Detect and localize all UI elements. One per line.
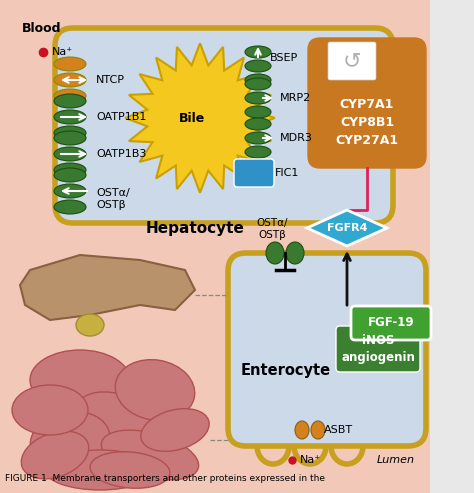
Text: MRP2: MRP2 (280, 93, 311, 103)
Ellipse shape (141, 409, 209, 451)
Text: FIGURE 1  Membrane transporters and other proteins expressed in the: FIGURE 1 Membrane transporters and other… (5, 474, 325, 483)
Text: Lumen: Lumen (377, 455, 415, 465)
Ellipse shape (54, 126, 86, 140)
Ellipse shape (54, 73, 86, 87)
FancyBboxPatch shape (336, 326, 420, 372)
Ellipse shape (54, 57, 86, 71)
Bar (430, 0, 474, 493)
Text: FGFR4: FGFR4 (327, 223, 367, 233)
Ellipse shape (245, 106, 271, 118)
Text: OATP1B1: OATP1B1 (96, 112, 146, 122)
Ellipse shape (54, 89, 86, 103)
Ellipse shape (245, 118, 271, 130)
Text: FGF-19: FGF-19 (368, 317, 414, 329)
Ellipse shape (286, 242, 304, 264)
Polygon shape (20, 255, 195, 320)
Text: BSEP: BSEP (270, 53, 298, 63)
Text: MDR3: MDR3 (280, 133, 313, 143)
Polygon shape (307, 210, 387, 246)
FancyBboxPatch shape (328, 42, 376, 80)
Ellipse shape (30, 350, 130, 410)
FancyBboxPatch shape (351, 306, 431, 340)
Ellipse shape (245, 60, 271, 72)
Ellipse shape (21, 431, 89, 479)
Ellipse shape (12, 385, 88, 435)
FancyBboxPatch shape (228, 253, 426, 446)
Ellipse shape (245, 78, 271, 90)
Text: ASBT: ASBT (324, 425, 353, 435)
Ellipse shape (54, 94, 86, 108)
Text: Na⁺: Na⁺ (52, 47, 73, 57)
Text: CYP7A1
CYP8B1
CYP27A1: CYP7A1 CYP8B1 CYP27A1 (336, 98, 399, 147)
Ellipse shape (295, 421, 309, 439)
Ellipse shape (115, 360, 195, 421)
Ellipse shape (54, 168, 86, 182)
Text: FIC1: FIC1 (275, 168, 300, 178)
Ellipse shape (245, 74, 271, 86)
Ellipse shape (90, 452, 170, 488)
Text: NTCP: NTCP (96, 75, 125, 85)
Text: Bile: Bile (179, 111, 205, 125)
Text: iNOS
angiogenin: iNOS angiogenin (341, 334, 415, 363)
Ellipse shape (77, 392, 163, 448)
Ellipse shape (245, 146, 271, 158)
Text: OSTα/
OSTβ: OSTα/ OSTβ (256, 218, 288, 240)
Ellipse shape (45, 450, 155, 490)
Ellipse shape (54, 110, 86, 124)
Text: Enterocyte: Enterocyte (241, 362, 331, 378)
Text: Blood: Blood (22, 22, 62, 35)
Text: ↺: ↺ (343, 51, 361, 71)
Ellipse shape (266, 242, 284, 264)
Ellipse shape (54, 200, 86, 214)
FancyBboxPatch shape (234, 159, 274, 187)
Ellipse shape (54, 184, 86, 198)
FancyBboxPatch shape (308, 38, 426, 168)
Text: Na⁺: Na⁺ (300, 455, 321, 465)
Ellipse shape (245, 46, 271, 58)
Ellipse shape (311, 421, 325, 439)
Ellipse shape (30, 412, 109, 468)
Ellipse shape (54, 131, 86, 145)
Ellipse shape (245, 92, 271, 104)
Polygon shape (125, 43, 275, 193)
Ellipse shape (76, 314, 104, 336)
Text: Hepatocyte: Hepatocyte (146, 220, 245, 236)
Ellipse shape (245, 132, 271, 144)
FancyBboxPatch shape (55, 28, 393, 223)
Text: OATP1B3: OATP1B3 (96, 149, 146, 159)
Ellipse shape (101, 430, 199, 480)
Text: OSTα/
OSTβ: OSTα/ OSTβ (96, 188, 130, 210)
Ellipse shape (54, 147, 86, 161)
Ellipse shape (54, 163, 86, 177)
